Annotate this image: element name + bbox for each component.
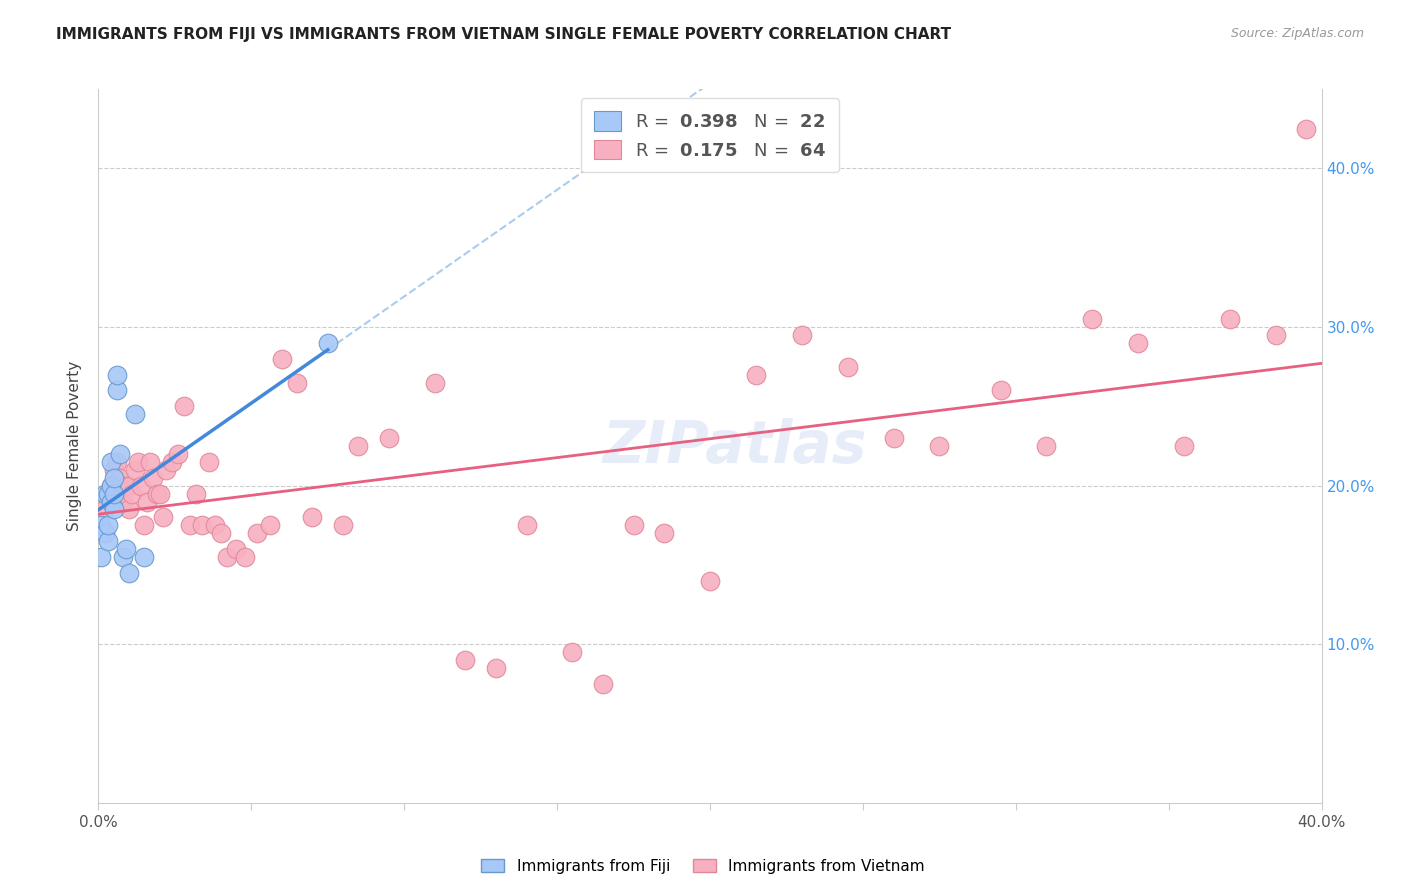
Point [108,447,131,461]
Point [332,518,354,533]
Point [301,510,323,524]
Point [118,478,141,492]
Point [93,526,115,541]
Point [191,518,214,533]
Point [134,518,156,533]
Point [93,486,115,500]
Point [204,518,226,533]
Point [990,384,1012,398]
Point [115,478,138,492]
Point [225,542,247,557]
Point [124,463,146,477]
Point [90,549,112,564]
Point [103,502,125,516]
Point [209,526,232,541]
Point [108,471,131,485]
Legend: Immigrants from Fiji, Immigrants from Vietnam: Immigrants from Fiji, Immigrants from Vi… [475,853,931,880]
Point [97,486,120,500]
Point [100,455,122,469]
Point [100,478,122,492]
Point [316,335,339,350]
Point [516,518,538,533]
Text: Source: ZipAtlas.com: Source: ZipAtlas.com [1230,27,1364,40]
Point [100,494,122,508]
Point [155,463,177,477]
Legend: R =  $\mathbf{0.398}$   N =  $\mathbf{22}$, R =  $\mathbf{0.175}$   N =  $\mathb: R = $\mathbf{0.398}$ N = $\mathbf{22}$, … [581,98,839,172]
Point [378,431,401,445]
Point [1128,335,1150,350]
Point [167,447,190,461]
Point [1173,439,1195,453]
Point [790,328,813,343]
Point [97,534,120,549]
Y-axis label: Single Female Poverty: Single Female Poverty [67,361,83,531]
Point [1264,328,1286,343]
Point [142,471,165,485]
Point [105,368,128,382]
Point [1081,312,1104,326]
Point [145,486,167,500]
Point [197,455,219,469]
Point [103,471,125,485]
Point [233,549,256,564]
Point [883,431,905,445]
Point [623,518,645,533]
Point [1035,439,1057,453]
Point [423,376,446,390]
Point [139,455,162,469]
Point [149,486,172,500]
Point [179,518,201,533]
Point [136,494,159,508]
Point [215,549,238,564]
Point [111,549,134,564]
Point [454,653,477,667]
Point [105,384,128,398]
Point [124,407,146,421]
Point [1295,121,1317,136]
Point [592,677,614,691]
Point [97,486,120,500]
Point [100,478,122,492]
Point [837,359,859,374]
Point [97,518,120,533]
Point [115,542,138,557]
Point [561,645,583,659]
Point [134,549,156,564]
Text: ZIPatlas: ZIPatlas [602,417,866,475]
Point [285,376,308,390]
Point [652,526,675,541]
Point [103,463,125,477]
Point [90,518,112,533]
Point [1219,312,1241,326]
Point [173,400,195,414]
Point [118,566,141,580]
Point [93,502,115,516]
Point [246,526,269,541]
Point [186,486,208,500]
Point [699,574,721,588]
Point [118,502,141,516]
Point [485,661,508,675]
Point [745,368,768,382]
Point [152,510,174,524]
Point [259,518,281,533]
Point [270,351,292,366]
Point [928,439,950,453]
Text: IMMIGRANTS FROM FIJI VS IMMIGRANTS FROM VIETNAM SINGLE FEMALE POVERTY CORRELATIO: IMMIGRANTS FROM FIJI VS IMMIGRANTS FROM … [56,27,952,42]
Point [129,478,152,492]
Point [127,455,149,469]
Point [160,455,183,469]
Point [103,486,125,500]
Point [111,494,134,508]
Point [105,455,128,469]
Point [347,439,370,453]
Point [121,486,143,500]
